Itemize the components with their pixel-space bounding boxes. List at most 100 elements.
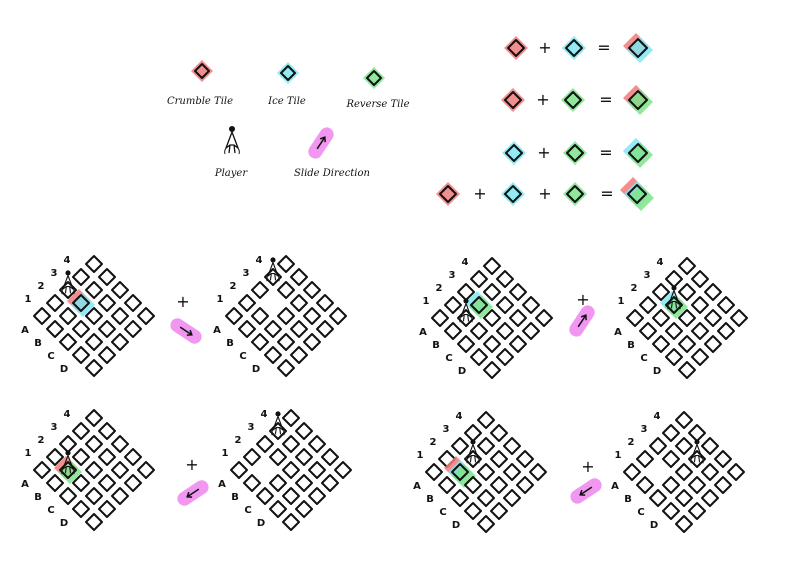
column-label-4: 4	[64, 255, 71, 266]
column-label-1: 1	[615, 450, 622, 461]
column-label-3: 3	[51, 422, 58, 433]
row-label-C: C	[439, 507, 446, 518]
grid-tile	[477, 489, 495, 507]
grid-tile	[626, 309, 644, 327]
grid-tile	[85, 333, 103, 351]
grid-tile	[282, 409, 300, 427]
row-label-C: C	[47, 505, 54, 516]
grid-tile	[727, 463, 745, 481]
grid-tile	[59, 307, 77, 325]
row-label-B: B	[34, 338, 42, 349]
grid-tile	[477, 463, 495, 481]
grid-tile	[290, 320, 308, 338]
row-label-C: C	[244, 505, 251, 516]
column-label-2: 2	[631, 283, 638, 294]
grid-tile	[691, 296, 709, 314]
grid-tile	[295, 500, 313, 518]
equals-sign: =	[600, 184, 613, 203]
grid-tile	[483, 335, 501, 353]
grid-tile	[662, 424, 680, 442]
grid-tile	[688, 476, 706, 494]
column-label-4: 4	[456, 411, 463, 422]
grid-tile	[124, 320, 142, 338]
grid-tile	[308, 461, 326, 479]
grid-tile	[256, 435, 274, 453]
grid-tile	[509, 335, 527, 353]
grid-tile	[444, 296, 462, 314]
grid-tile	[678, 309, 696, 327]
grid-tile	[496, 348, 514, 366]
grid-tile	[98, 474, 116, 492]
grid-tile	[124, 294, 142, 312]
grid-tile	[98, 268, 116, 286]
row-label-B: B	[426, 494, 434, 505]
grid-tile	[688, 450, 706, 468]
grid-tile	[509, 309, 527, 327]
ice-tile-icon	[562, 36, 586, 60]
row-label-C: C	[637, 507, 644, 518]
column-label-1: 1	[618, 296, 625, 307]
combined-tile-icon	[623, 85, 653, 115]
grid-tile	[264, 320, 282, 338]
player-icon	[266, 257, 280, 282]
column-label-2: 2	[436, 283, 443, 294]
grid-tile	[269, 422, 287, 440]
reverse-tile-icon	[563, 182, 587, 206]
grid-tile	[678, 361, 696, 379]
grid-tile	[230, 461, 248, 479]
column-label-3: 3	[644, 270, 651, 281]
column-label-2: 2	[235, 435, 242, 446]
grid-tile	[701, 489, 719, 507]
grid-tile	[444, 322, 462, 340]
grid-tile	[477, 437, 495, 455]
grid-tile	[675, 437, 693, 455]
grid-tile	[483, 309, 501, 327]
column-label-1: 1	[217, 294, 224, 305]
grid-tile	[251, 281, 269, 299]
crumble-tile-icon	[191, 60, 213, 82]
slide-direction-icon	[308, 127, 334, 159]
grid-tile	[290, 346, 308, 364]
column-label-1: 1	[25, 294, 32, 305]
row-label-C: C	[239, 351, 246, 362]
grid-tile	[98, 294, 116, 312]
grid-tile	[675, 515, 693, 533]
grid-tile	[665, 322, 683, 340]
grid-tile	[85, 513, 103, 531]
player-icon	[459, 298, 473, 323]
grid-tile	[503, 463, 521, 481]
slide-direction-icon	[570, 478, 602, 504]
grid-tile	[98, 422, 116, 440]
legend: Crumble Tile Ice Tile Reverse Tile Player Sl…	[167, 60, 410, 179]
column-label-4: 4	[462, 257, 469, 268]
grid-tile	[662, 502, 680, 520]
slide-direction-icon	[170, 318, 202, 344]
grid-tile	[269, 500, 287, 518]
grid-tile	[662, 476, 680, 494]
grid-tile	[282, 461, 300, 479]
combo-rule: + =	[504, 33, 653, 63]
grid-tile	[470, 322, 488, 340]
column-label-4: 4	[261, 409, 268, 420]
grid-tile	[678, 283, 696, 301]
grid-tile	[264, 268, 282, 286]
column-label-2: 2	[38, 281, 45, 292]
grid-tile	[98, 448, 116, 466]
grid-tile	[256, 487, 274, 505]
row-label-C: C	[47, 351, 54, 362]
grid-tile	[652, 335, 670, 353]
row-label-A: A	[611, 481, 619, 492]
reverse-tile-icon	[363, 67, 385, 89]
player-icon	[224, 126, 240, 155]
special-tile	[54, 456, 82, 484]
special-tile	[660, 291, 688, 319]
grid-tile	[535, 309, 553, 327]
grid-tile	[691, 270, 709, 288]
grid-tile	[124, 448, 142, 466]
grid-tile	[675, 463, 693, 481]
grid-tile	[85, 359, 103, 377]
grid-tile	[464, 450, 482, 468]
grid-tile	[470, 348, 488, 366]
